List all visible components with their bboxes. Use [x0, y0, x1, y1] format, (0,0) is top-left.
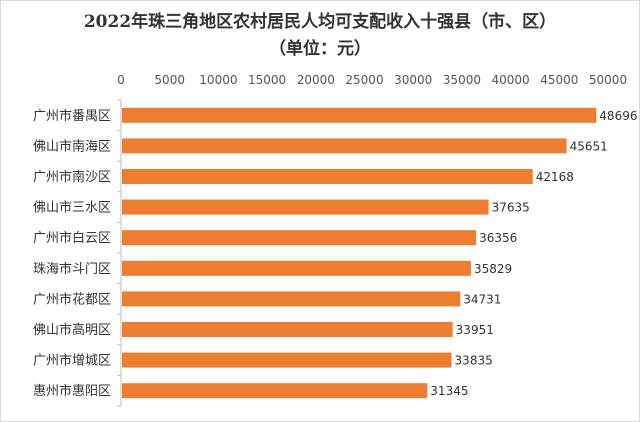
- x-tick-label: 0: [117, 73, 125, 87]
- x-tick-label: 50000: [589, 73, 627, 87]
- data-labels: 48696 45651 42168 37635 36356 35829 34731 33951…: [430, 109, 637, 398]
- data-label: 31345: [430, 384, 468, 398]
- category-label: 广州市花都区: [33, 291, 111, 307]
- bar: [122, 107, 597, 123]
- x-axis-ticks: 0 5000 10000 15000 20000 25000 30000 35000 40000…: [117, 73, 627, 87]
- category-label: 佛山市三水区: [33, 200, 111, 216]
- category-label: 广州市白云区: [33, 230, 111, 246]
- bar: [122, 322, 453, 337]
- x-tick-label: 45000: [540, 73, 578, 87]
- x-tick-label: 25000: [345, 73, 383, 87]
- bar: [122, 230, 477, 246]
- category-label: 佛山市高明区: [33, 322, 111, 338]
- bar: [122, 291, 461, 307]
- data-label: 42168: [536, 170, 574, 184]
- data-label: 33951: [456, 323, 494, 337]
- bar: [122, 352, 452, 368]
- bar: [122, 383, 428, 399]
- x-tick-label: 20000: [297, 73, 335, 87]
- category-label: 珠海市斗门区: [33, 261, 111, 277]
- category-label: 广州市增城区: [33, 353, 111, 369]
- category-label: 惠州市惠阳区: [33, 383, 111, 399]
- x-tick-label: 5000: [154, 73, 185, 87]
- bar: [122, 169, 533, 184]
- data-label: 45651: [570, 139, 608, 153]
- data-label: 48696: [599, 109, 637, 123]
- category-label: 广州市番禺区: [33, 108, 111, 124]
- x-tick-label: 30000: [394, 73, 432, 87]
- data-label: 35829: [474, 262, 512, 276]
- category-labels: 广州市番禺区佛山市南海区广州市南沙区佛山市三水区广州市白云区珠海市斗门区广州市花…: [33, 99, 121, 407]
- data-label: 33835: [455, 354, 493, 368]
- bar: [122, 260, 471, 276]
- category-label: 广州市南沙区: [33, 169, 111, 185]
- x-tick-label: 10000: [199, 73, 237, 87]
- chart-title: 2022年珠三角地区农村居民人均可支配收入十强县（市、区）: [83, 12, 557, 32]
- x-tick-label: 35000: [443, 73, 481, 87]
- data-label: 37635: [492, 201, 530, 215]
- category-label: 佛山市南海区: [33, 138, 111, 154]
- data-label: 34731: [463, 292, 501, 306]
- bars: [122, 107, 597, 399]
- bar: [122, 138, 567, 154]
- x-tick-label: 40000: [492, 73, 530, 87]
- chart-subtitle: （单位：元）: [269, 39, 371, 59]
- x-tick-label: 15000: [248, 73, 286, 87]
- data-label: 36356: [479, 231, 517, 245]
- bar: [122, 199, 489, 215]
